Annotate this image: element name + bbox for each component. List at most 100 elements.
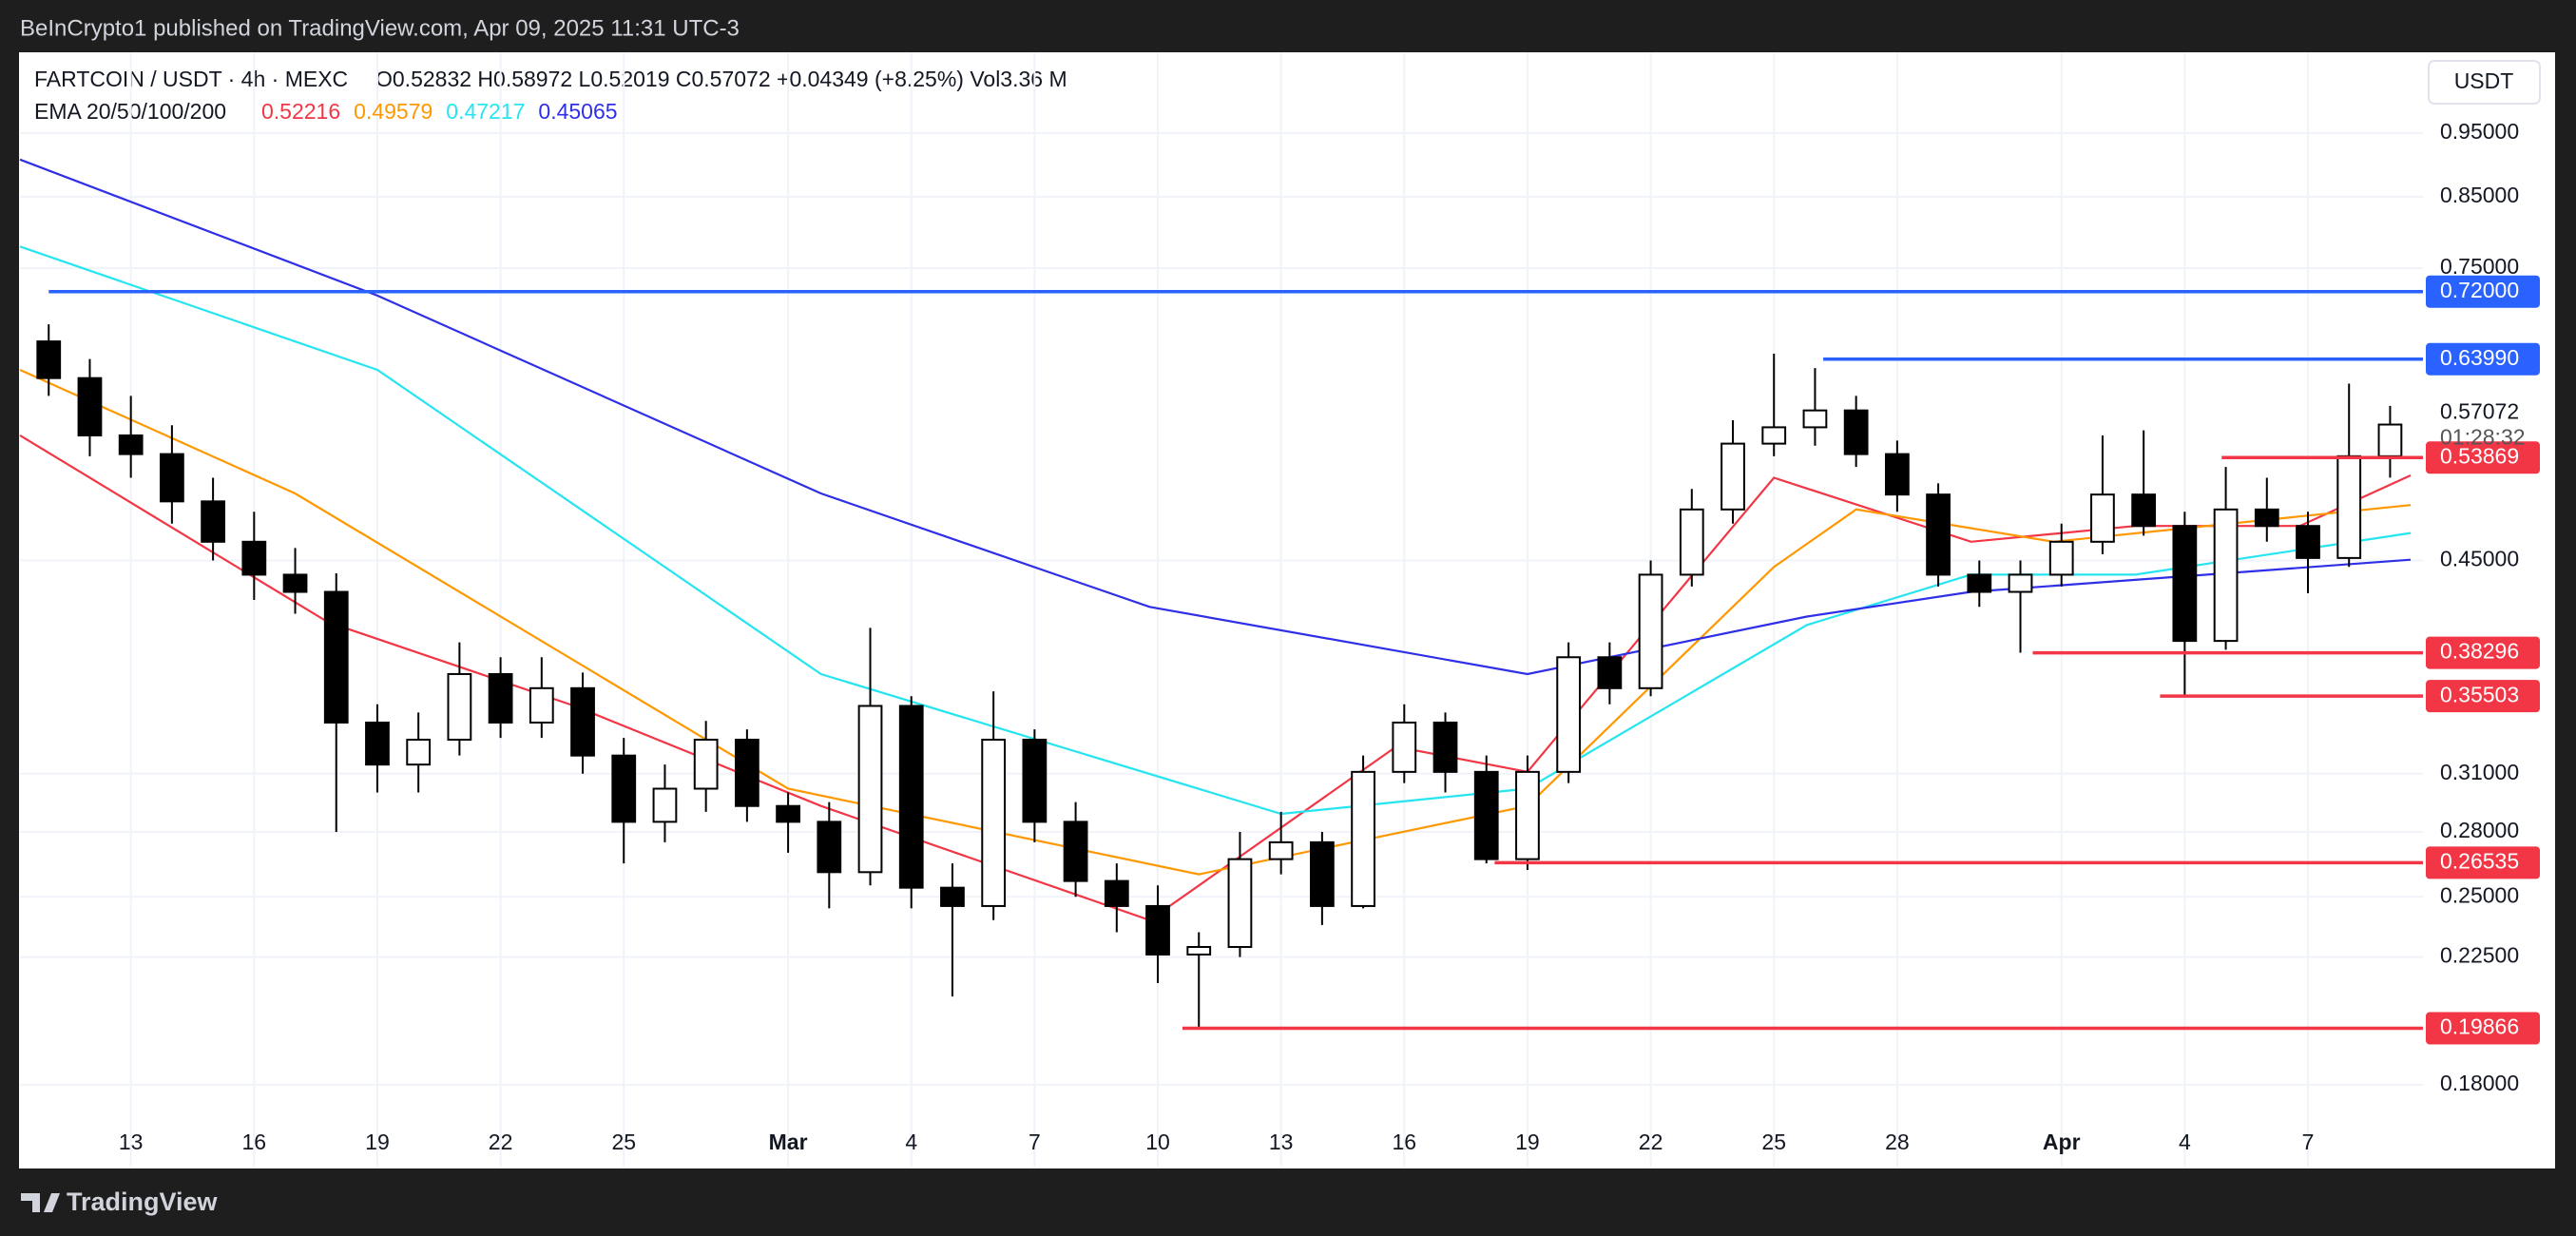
candle-body (611, 754, 637, 823)
candle-body (2377, 423, 2403, 457)
y-tick-label: 0.85000 (2440, 183, 2519, 207)
candle-body (1268, 840, 1294, 860)
level-label: 0.72000 (2440, 278, 2519, 302)
y-tick-label: 0.22500 (2440, 943, 2519, 968)
candle-body (241, 540, 267, 576)
candle-body (940, 886, 965, 907)
candle-body (36, 340, 62, 379)
ema-value: 0.47217 (446, 99, 525, 124)
x-tick-label: 16 (242, 1130, 267, 1154)
candle-body (1597, 656, 1623, 689)
candle-body (1186, 946, 1212, 956)
candle-body (2008, 573, 2033, 593)
x-tick-label: 4 (2179, 1130, 2191, 1154)
candle-body (652, 787, 678, 823)
x-tick-label: 10 (1145, 1130, 1170, 1154)
candle-body (406, 738, 432, 766)
currency-button[interactable] (2428, 60, 2541, 105)
footer-logo: TradingView (21, 1188, 219, 1216)
candle-body (118, 434, 144, 455)
candle-body (447, 672, 472, 741)
brand[interactable]: TradingView (67, 1188, 219, 1216)
level-tag (2426, 680, 2540, 713)
x-tick-label: 22 (489, 1130, 513, 1154)
x-tick-label: 28 (1885, 1130, 1910, 1154)
candle-body (898, 705, 924, 889)
candle-body (1432, 721, 1458, 773)
candle-body (817, 821, 842, 874)
x-tick-label: 25 (611, 1130, 636, 1154)
candle-body (2254, 508, 2279, 528)
y-tick-label: 0.45000 (2440, 547, 2519, 571)
level-tag (2426, 1012, 2540, 1045)
candle-body (1884, 453, 1910, 496)
level-tag (2426, 846, 2540, 879)
candle-body (1761, 426, 1787, 445)
x-tick-label: Mar (769, 1130, 808, 1154)
candle-body (1638, 573, 1663, 689)
currency[interactable]: USDT (2454, 68, 2514, 93)
candle-body (2336, 454, 2362, 559)
countdown: 01:28:32 (2440, 425, 2526, 450)
x-tick-label: 25 (1761, 1130, 1786, 1154)
candle-body (2213, 508, 2239, 643)
candle-body (1145, 904, 1170, 956)
candle-body (1843, 409, 1869, 455)
x-tick-label: 7 (2302, 1130, 2315, 1154)
symbol: FARTCOIN / USDT · 4h · MEXC (34, 67, 348, 91)
candle-body (1022, 738, 1048, 823)
publish-note: BeInCrypto1 published on TradingView.com… (20, 15, 740, 41)
candle-body (857, 705, 883, 874)
candle-body (1473, 770, 1499, 860)
candle-body (2048, 540, 2074, 576)
candle-body (1721, 442, 1745, 511)
candle-body (1679, 508, 1704, 576)
y-tick-label: 0.28000 (2440, 818, 2519, 842)
y-tick-label: 0.18000 (2440, 1071, 2519, 1095)
level-label: 0.26535 (2440, 848, 2519, 873)
ema-value: 0.45065 (538, 99, 617, 124)
level-label: 0.38296 (2440, 639, 2519, 664)
candle-body (1227, 858, 1253, 949)
level-tag (2426, 342, 2540, 376)
x-tick-label: 13 (1269, 1130, 1294, 1154)
y-tick-label: 0.31000 (2440, 760, 2519, 784)
x-tick-label: 7 (1028, 1130, 1041, 1154)
level-label: 0.35503 (2440, 682, 2519, 706)
candle-body (981, 738, 1007, 907)
candle-body (488, 672, 513, 724)
x-tick-label: 22 (1639, 1130, 1663, 1154)
level-tag (2426, 275, 2540, 308)
candle-body (1392, 721, 1417, 773)
candle-body (323, 590, 349, 724)
y-tick-label: 0.25000 (2440, 882, 2519, 907)
x-tick-label: 16 (1393, 1130, 1417, 1154)
candle-body (2090, 493, 2115, 543)
candle-body (1351, 770, 1375, 907)
candle-body (1967, 573, 1992, 593)
candle-body (1515, 770, 1540, 860)
candle-body (776, 804, 800, 823)
candle-body (365, 721, 390, 766)
level-label: 0.53869 (2440, 443, 2519, 468)
chart-panel (19, 52, 2555, 1168)
candle-body (201, 500, 225, 543)
logo-icon (21, 1193, 60, 1212)
candle-body (2172, 525, 2198, 643)
x-tick-label: Apr (2043, 1130, 2081, 1154)
candle-body (1063, 821, 1088, 882)
candle-body (1802, 409, 1828, 429)
x-tick-label: 19 (1515, 1130, 1540, 1154)
candle-body (734, 738, 759, 807)
x-tick-label: 19 (365, 1130, 390, 1154)
x-tick-label: 4 (905, 1130, 917, 1154)
ema-value: 0.49579 (354, 99, 433, 124)
candle-body (1104, 879, 1129, 907)
ema-line (19, 158, 2412, 676)
candle-body (2296, 525, 2320, 559)
candle-body (77, 377, 103, 436)
candle-body (1926, 493, 1951, 576)
candle-body (282, 573, 308, 593)
